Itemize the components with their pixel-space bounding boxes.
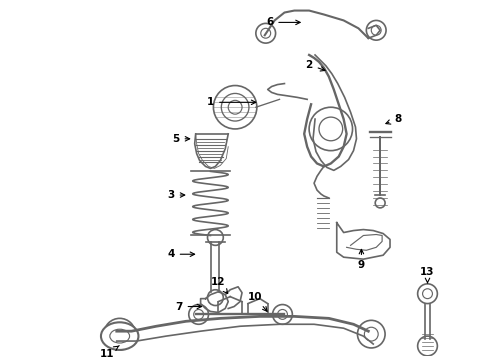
Text: 13: 13 — [420, 267, 435, 283]
Text: 3: 3 — [168, 190, 185, 200]
Circle shape — [309, 107, 352, 150]
Ellipse shape — [101, 322, 139, 350]
Circle shape — [207, 290, 223, 306]
Text: 9: 9 — [358, 249, 365, 270]
Circle shape — [417, 336, 438, 356]
Text: 5: 5 — [172, 134, 190, 144]
Text: 2: 2 — [305, 60, 325, 71]
Circle shape — [417, 284, 438, 303]
Circle shape — [214, 86, 257, 129]
Circle shape — [367, 21, 386, 40]
Text: 1: 1 — [207, 97, 256, 107]
Circle shape — [358, 320, 385, 348]
Text: 8: 8 — [386, 114, 401, 124]
Text: 10: 10 — [247, 292, 267, 311]
Circle shape — [189, 305, 209, 324]
Circle shape — [272, 305, 293, 324]
Text: 4: 4 — [167, 249, 195, 259]
Text: 12: 12 — [211, 277, 228, 293]
Circle shape — [375, 198, 385, 208]
Circle shape — [104, 318, 136, 350]
Text: 7: 7 — [175, 302, 201, 311]
Circle shape — [207, 230, 223, 246]
Text: 11: 11 — [99, 346, 119, 359]
Circle shape — [256, 23, 275, 43]
Text: 6: 6 — [266, 17, 300, 27]
